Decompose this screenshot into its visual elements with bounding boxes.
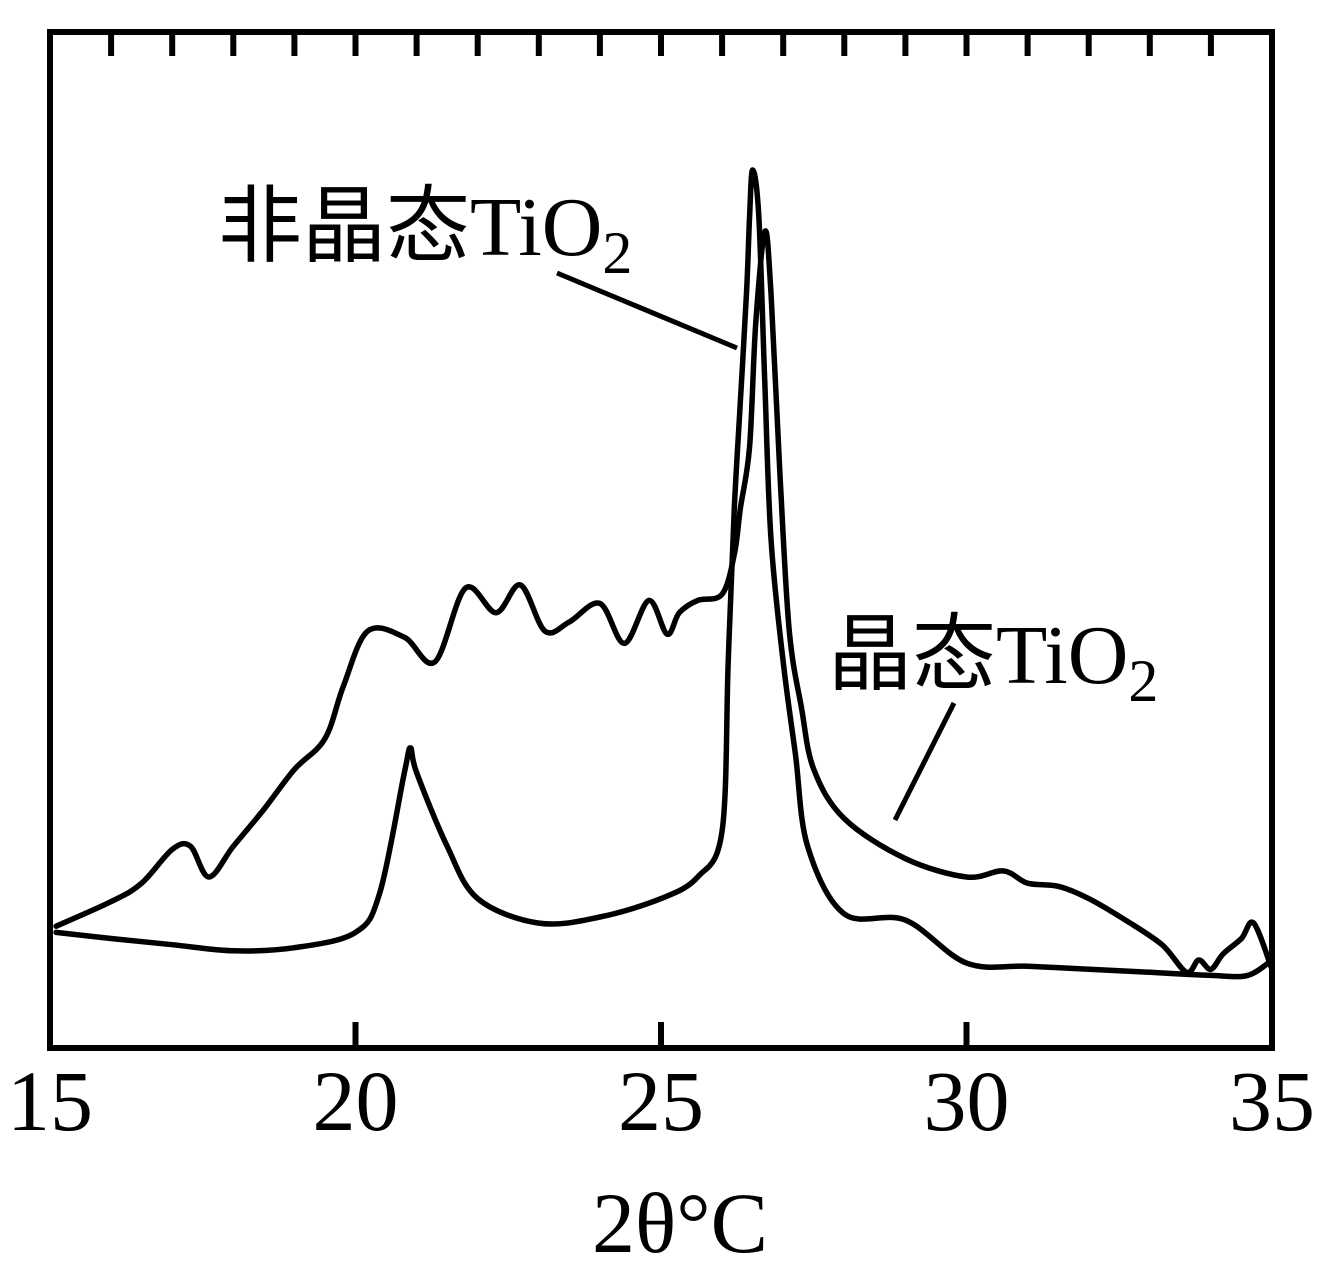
crystalline-tio2-label-subscript: 2 — [1128, 648, 1158, 714]
amorphous-tio2-label-text: 非晶态TiO — [218, 181, 602, 274]
x-axis-label: 2θ°C — [592, 1175, 768, 1271]
amorphous-tio2-leader-line — [556, 270, 738, 351]
crystalline-tio2-curve — [53, 228, 1275, 976]
amorphous-tio2-label-subscript: 2 — [602, 220, 632, 286]
curves — [53, 167, 1275, 980]
x-tick-label: 30 — [924, 1053, 1010, 1149]
crystalline-tio2-leader-line — [892, 701, 957, 822]
crystalline-tio2-label-text: 晶态TiO — [828, 609, 1128, 702]
x-tick-label: 35 — [1229, 1053, 1315, 1149]
top-minor-ticks — [108, 32, 1214, 56]
crystalline-tio2-label: 晶态TiO2 — [828, 609, 1158, 714]
bottom-major-ticks — [352, 1022, 970, 1048]
x-tick-labels: 15 20 25 30 35 — [7, 1053, 1315, 1149]
x-tick-label: 15 — [7, 1053, 93, 1149]
x-tick-label: 25 — [618, 1053, 704, 1149]
amorphous-tio2-label: 非晶态TiO2 — [218, 181, 632, 286]
x-tick-label: 20 — [313, 1053, 399, 1149]
amorphous-tio2-curve — [53, 167, 1275, 980]
